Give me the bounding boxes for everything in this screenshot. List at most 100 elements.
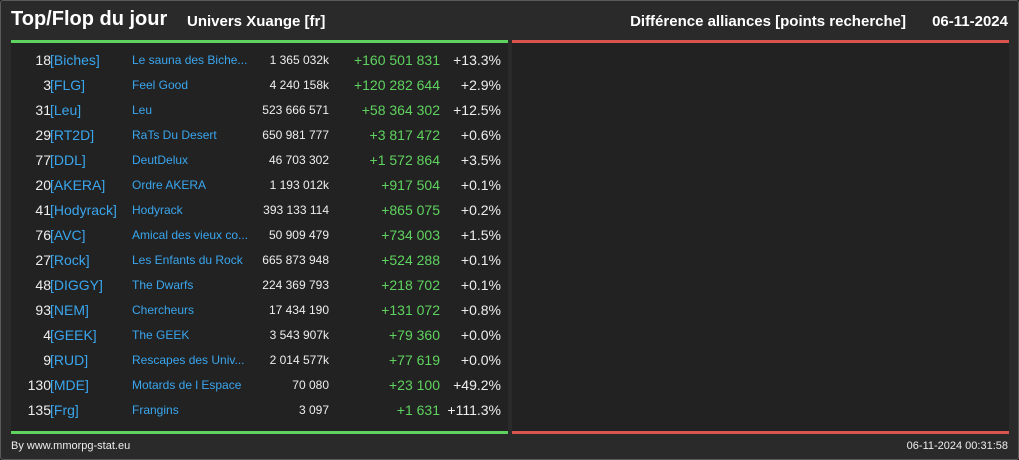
alliance-tag-link[interactable]: [Leu] [50, 102, 82, 118]
footer-timestamp: 06-11-2024 00:31:58 [906, 440, 1008, 452]
alliance-tag-link[interactable]: [RUD] [50, 352, 89, 368]
alliance-name-link[interactable]: DeutDelux [132, 153, 189, 167]
alliance-name-link[interactable]: Ordre AKERA [132, 178, 207, 192]
top-bottom-bar [11, 431, 508, 434]
alliance-tag-link[interactable]: [DDL] [50, 152, 86, 168]
alliance-name-link[interactable]: Amical des vieux co... [132, 228, 249, 242]
alliance-tag-link[interactable]: [RT2D] [50, 127, 95, 143]
table-row: 31 [Leu] Leu 523 666 571 +58 364 302 +12.5% [11, 98, 508, 123]
difference-cell: +58 364 302 [361, 102, 440, 118]
alliance-tag-link[interactable]: [NEM] [50, 302, 89, 318]
rank-cell: 18 [35, 52, 51, 68]
alliance-tag-link[interactable]: [Biches] [50, 52, 100, 68]
percent-cell: +12.5% [453, 102, 501, 118]
percent-cell: +13.3% [453, 52, 501, 68]
universe-label: Univers Xuange [fr] [187, 13, 326, 30]
flop-panel [512, 43, 1009, 431]
points-cell: 1 193 012k [269, 178, 329, 192]
alliance-name-link[interactable]: Les Enfants du Rock [132, 253, 243, 267]
rank-cell: 31 [35, 102, 51, 118]
alliance-name-link[interactable]: The Dwarfs [132, 278, 194, 292]
alliance-tag-link[interactable]: [AVC] [50, 227, 86, 243]
difference-cell: +734 003 [381, 227, 440, 243]
difference-cell: +160 501 831 [353, 52, 440, 68]
table-row: 135 [Frg] Frangins 3 097 +1 631 +111.3% [11, 398, 508, 423]
difference-cell: +77 619 [389, 352, 440, 368]
percent-cell: +111.3% [447, 402, 501, 418]
percent-cell: +0.1% [460, 277, 501, 293]
points-cell: 3 543 907k [269, 328, 329, 342]
percent-cell: +0.1% [460, 177, 501, 193]
rank-cell: 27 [35, 252, 51, 268]
rank-cell: 48 [35, 277, 51, 293]
alliance-tag-link[interactable]: [Hodyrack] [50, 202, 117, 218]
rank-cell: 29 [35, 127, 51, 143]
footer-credit[interactable]: By www.mmorpg-stat.eu [11, 440, 131, 452]
difference-cell: +917 504 [381, 177, 440, 193]
difference-cell: +865 075 [381, 202, 440, 218]
points-cell: 3 097 [298, 403, 329, 417]
percent-cell: +0.2% [460, 202, 501, 218]
table-row: 130 [MDE] Motards de l Espace 70 080 +23 100… [11, 373, 508, 398]
table-row: 93 [NEM] Chercheurs 17 434 190 +131 072 +0.8% [11, 298, 508, 323]
difference-cell: +1 572 864 [369, 152, 440, 168]
alliance-name-link[interactable]: Feel Good [132, 78, 189, 92]
alliance-name-link[interactable]: The GEEK [132, 328, 190, 342]
flop-accent-bar [512, 40, 1009, 43]
alliance-tag-link[interactable]: [Frg] [50, 402, 79, 418]
difference-cell: +1 631 [396, 402, 440, 418]
flop-bottom-bar [512, 431, 1009, 434]
points-cell: 46 703 302 [268, 153, 329, 167]
difference-cell: +218 702 [381, 277, 440, 293]
difference-cell: +23 100 [389, 377, 440, 393]
alliance-name-link[interactable]: RaTs Du Desert [132, 128, 217, 142]
percent-cell: +2.9% [460, 77, 501, 93]
table-row: 76 [AVC] Amical des vieux co... 50 909 479 +… [11, 223, 508, 248]
points-cell: 17 434 190 [268, 303, 329, 317]
alliance-name-link[interactable]: Leu [132, 103, 153, 117]
alliance-name-link[interactable]: Hodyrack [132, 203, 183, 217]
percent-cell: +1.5% [460, 227, 501, 243]
rank-cell: 135 [27, 402, 51, 418]
points-cell: 224 369 793 [262, 278, 329, 292]
top-panel: 18 [Biches] Le sauna des Biche... 1 365 032… [11, 43, 508, 431]
points-cell: 1 365 032k [269, 53, 329, 67]
alliance-tag-link[interactable]: [DIGGY] [50, 277, 103, 293]
percent-cell: +0.0% [460, 327, 501, 343]
alliance-tag-link[interactable]: [FLG] [50, 77, 86, 93]
points-cell: 50 909 479 [268, 228, 329, 242]
percent-cell: +0.8% [460, 302, 501, 318]
rank-cell: 9 [43, 352, 51, 368]
rank-cell: 93 [35, 302, 51, 318]
alliance-name-link[interactable]: Rescapes des Univ... [132, 353, 245, 367]
points-cell: 70 080 [292, 378, 329, 392]
alliance-tag-link[interactable]: [GEEK] [50, 327, 97, 343]
alliance-name-link[interactable]: Chercheurs [132, 303, 195, 317]
alliance-tag-link[interactable]: [MDE] [50, 377, 89, 393]
difference-cell: +524 288 [381, 252, 440, 268]
alliance-tag-link[interactable]: [Rock] [50, 252, 90, 268]
alliance-name-link[interactable]: Le sauna des Biche... [132, 53, 248, 67]
rank-cell: 130 [27, 377, 51, 393]
rank-cell: 77 [35, 152, 51, 168]
rank-cell: 76 [35, 227, 51, 243]
difference-cell: +120 282 644 [353, 77, 440, 93]
alliance-name-link[interactable]: Motards de l Espace [132, 378, 242, 392]
table-row: 27 [Rock] Les Enfants du Rock 665 873 948 +5… [11, 248, 508, 273]
alliance-tag-link[interactable]: [AKERA] [50, 177, 106, 193]
points-cell: 665 873 948 [262, 253, 329, 267]
alliance-name-link[interactable]: Frangins [132, 403, 179, 417]
rank-cell: 4 [43, 327, 51, 343]
table-row: 20 [AKERA] Ordre AKERA 1 193 012k +917 504 +0… [11, 173, 508, 198]
percent-cell: +0.0% [460, 352, 501, 368]
rank-cell: 3 [43, 77, 51, 93]
points-cell: 393 133 114 [263, 203, 329, 217]
difference-label: Différence alliances [points recherche] [630, 13, 906, 30]
difference-cell: +3 817 472 [369, 127, 440, 143]
top-accent-bar [11, 40, 508, 43]
points-cell: 4 240 158k [269, 78, 329, 92]
points-cell: 650 981 777 [262, 128, 329, 142]
rank-cell: 20 [35, 177, 51, 193]
table-row: 77 [DDL] DeutDelux 46 703 302 +1 572 864 +3.5… [11, 148, 508, 173]
